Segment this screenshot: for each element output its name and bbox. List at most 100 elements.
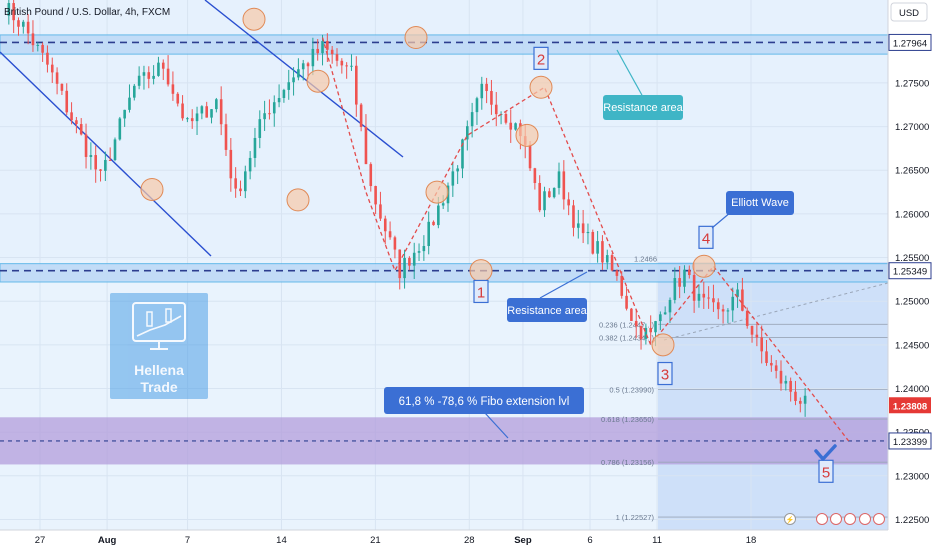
currency-button[interactable]	[890, 2, 928, 22]
candle[interactable]	[205, 106, 208, 118]
candle[interactable]	[359, 104, 363, 127]
candle[interactable]	[601, 241, 604, 263]
candle[interactable]	[485, 83, 488, 92]
candle[interactable]	[528, 144, 532, 169]
candle[interactable]	[567, 199, 570, 206]
candle[interactable]	[625, 295, 628, 309]
candle[interactable]	[403, 257, 406, 279]
candle[interactable]	[26, 21, 30, 34]
candle[interactable]	[306, 63, 310, 67]
candle[interactable]	[750, 325, 754, 335]
candle[interactable]	[108, 159, 112, 161]
candle[interactable]	[321, 41, 324, 54]
candle[interactable]	[779, 370, 783, 384]
price-label-level[interactable]	[888, 33, 932, 51]
candle[interactable]	[50, 64, 54, 73]
candle[interactable]	[244, 171, 247, 192]
candle[interactable]	[509, 122, 513, 130]
candle[interactable]	[639, 326, 643, 339]
candle[interactable]	[166, 68, 170, 85]
candle[interactable]	[17, 20, 20, 27]
candle[interactable]	[494, 104, 498, 115]
candle[interactable]	[345, 65, 348, 67]
candle[interactable]	[84, 134, 88, 157]
candle[interactable]	[586, 231, 590, 234]
callout-box-resistance-top[interactable]	[603, 95, 683, 120]
price-label-level[interactable]	[888, 262, 932, 280]
candle[interactable]	[374, 186, 377, 205]
candle[interactable]	[620, 275, 624, 296]
candle[interactable]	[441, 203, 445, 206]
candle[interactable]	[774, 365, 778, 371]
candle[interactable]	[610, 255, 614, 271]
candle[interactable]	[89, 155, 93, 157]
candle[interactable]	[557, 171, 561, 188]
candle[interactable]	[548, 191, 551, 198]
candle[interactable]	[330, 49, 334, 55]
candle[interactable]	[128, 97, 131, 110]
candle[interactable]	[383, 218, 387, 232]
candle[interactable]	[133, 85, 136, 98]
us-flag-icon-5[interactable]	[873, 513, 885, 525]
candle[interactable]	[137, 75, 141, 86]
pivot-marker[interactable]	[425, 180, 449, 204]
us-flag-icon-3[interactable]	[844, 513, 856, 525]
callout-box-resistance-middle[interactable]	[507, 298, 587, 322]
candle[interactable]	[340, 60, 344, 66]
candle[interactable]	[311, 48, 315, 67]
candle[interactable]	[75, 120, 78, 125]
candle[interactable]	[692, 275, 696, 301]
candle[interactable]	[253, 137, 257, 158]
callout-box-elliott[interactable]	[726, 191, 794, 215]
candle[interactable]	[659, 314, 662, 322]
candle[interactable]	[634, 320, 638, 327]
candle[interactable]	[239, 188, 242, 192]
candle[interactable]	[41, 44, 44, 53]
wave-label-box-3[interactable]	[657, 361, 673, 386]
candle[interactable]	[70, 112, 73, 121]
candle[interactable]	[630, 308, 633, 321]
candle[interactable]	[393, 237, 397, 250]
candle[interactable]	[784, 380, 788, 384]
candle[interactable]	[176, 93, 180, 104]
candle[interactable]	[543, 191, 546, 211]
candle[interactable]	[316, 48, 319, 54]
candle[interactable]	[490, 91, 493, 105]
price-label-current[interactable]	[889, 397, 931, 414]
candle[interactable]	[219, 99, 223, 125]
candle[interactable]	[118, 118, 122, 140]
candle[interactable]	[412, 252, 416, 266]
candle[interactable]	[200, 106, 204, 114]
candle[interactable]	[22, 21, 25, 27]
resistance-zone-1[interactable]	[0, 34, 889, 55]
candle[interactable]	[741, 289, 744, 311]
candle[interactable]	[736, 289, 739, 297]
candle[interactable]	[475, 98, 479, 113]
candle[interactable]	[65, 90, 69, 113]
candle[interactable]	[572, 205, 575, 228]
pivot-marker[interactable]	[306, 69, 330, 93]
candle[interactable]	[195, 113, 199, 122]
candle[interactable]	[533, 168, 537, 184]
candle[interactable]	[215, 99, 218, 110]
candle[interactable]	[292, 77, 295, 83]
candle[interactable]	[538, 183, 541, 211]
candle[interactable]	[745, 310, 749, 326]
candle[interactable]	[470, 112, 474, 127]
candle[interactable]	[157, 62, 160, 76]
candle[interactable]	[760, 337, 763, 352]
candle[interactable]	[794, 391, 797, 401]
candle[interactable]	[181, 103, 184, 119]
candle[interactable]	[755, 334, 759, 338]
candle[interactable]	[417, 251, 421, 253]
candle[interactable]	[46, 52, 49, 65]
pivot-marker[interactable]	[140, 177, 164, 201]
wave-label-box-4[interactable]	[698, 225, 714, 249]
candle[interactable]	[147, 72, 151, 79]
candle[interactable]	[301, 63, 305, 70]
candle[interactable]	[615, 270, 619, 276]
candle[interactable]	[702, 293, 706, 298]
candle[interactable]	[272, 102, 276, 114]
candle[interactable]	[287, 82, 291, 90]
